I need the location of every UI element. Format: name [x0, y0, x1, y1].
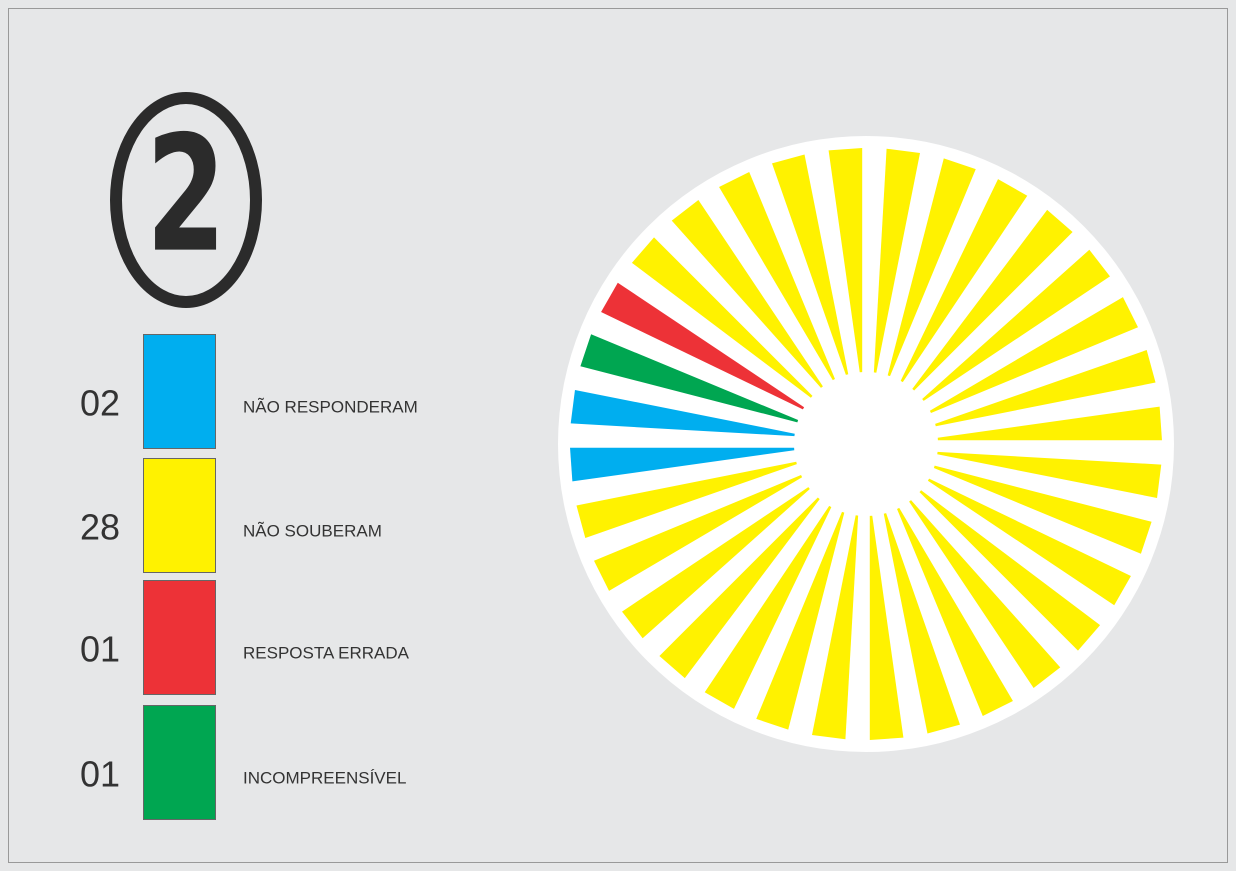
unit-wedge	[576, 461, 797, 538]
legend-swatch	[143, 580, 216, 695]
unit-wedge	[570, 389, 795, 437]
unit-wedge	[935, 350, 1156, 427]
legend-swatch	[143, 458, 216, 573]
unit-wedge	[601, 282, 805, 410]
unit-wedge	[933, 465, 1152, 554]
unit-wedge	[631, 237, 813, 398]
legend-label: NÃO RESPONDERAM	[243, 397, 418, 416]
unit-wedge	[937, 406, 1162, 441]
unit-wedge	[919, 490, 1101, 651]
unit-wedge	[570, 447, 795, 482]
unit-wedge	[580, 334, 799, 423]
legend-label: INCOMPREENSÍVEL	[243, 768, 406, 787]
legend-count: 02	[80, 383, 120, 424]
unit-wedge	[897, 507, 1013, 716]
legend-count: 01	[80, 629, 120, 670]
unit-wedge	[937, 451, 1162, 499]
unit-wedge	[659, 497, 820, 679]
legend-count: 28	[80, 507, 120, 548]
legend-swatch	[143, 705, 216, 820]
title-oval	[110, 92, 262, 308]
chart-disc	[558, 136, 1174, 752]
unit-wedge	[900, 179, 1028, 383]
unit-wedge	[927, 478, 1131, 606]
unit-wedge	[811, 515, 859, 740]
legend-label: NÃO SOUBERAM	[243, 521, 382, 540]
unit-wedge	[912, 209, 1073, 391]
unit-wedge	[622, 487, 810, 639]
unit-wedge	[873, 148, 921, 373]
unit-wedge	[756, 511, 845, 730]
unit-wedge	[719, 172, 835, 381]
unit-wedge	[704, 505, 832, 709]
title: 2	[146, 103, 226, 289]
unit-wedge	[671, 200, 823, 388]
unit-wedge	[594, 475, 803, 591]
unit-wedge	[883, 513, 960, 734]
legend-swatch	[143, 334, 216, 449]
legend-label: RESPOSTA ERRADA	[243, 643, 410, 662]
unit-wedge	[869, 515, 904, 740]
unit-wedge	[772, 154, 849, 375]
unit-wedge	[887, 158, 976, 377]
unit-wedge	[909, 500, 1061, 688]
unit-wedge	[828, 148, 863, 373]
unit-wedge	[922, 249, 1110, 401]
legend-count: 01	[80, 754, 120, 795]
unit-wedge	[929, 297, 1138, 413]
